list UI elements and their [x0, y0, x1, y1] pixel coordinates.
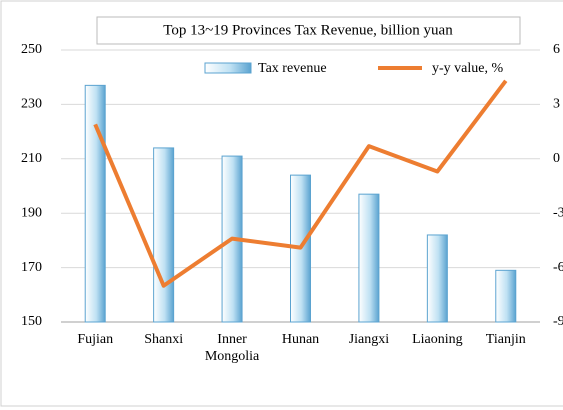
- x-tick-label: Fujian: [77, 332, 114, 347]
- y2-tick-label: 6: [553, 42, 560, 57]
- bar: [495, 269, 517, 323]
- line: [93, 79, 508, 288]
- x-tick-label: Jiangxi: [348, 332, 390, 347]
- y2-tick-label: -9: [553, 314, 563, 329]
- bar: [358, 193, 380, 323]
- x-tick-label: Liaoning: [412, 332, 463, 347]
- y2-tick-label: -6: [553, 260, 563, 275]
- y2-tick-label: -3: [553, 205, 563, 220]
- x-tick-label: Shanxi: [144, 332, 184, 347]
- legend-label: Tax revenue: [258, 61, 327, 76]
- x-tick-label: Inner Mongolia: [204, 332, 260, 364]
- legend-label: y-y value, %: [432, 61, 503, 76]
- y2-tick-label: 0: [553, 151, 560, 166]
- bar: [153, 147, 175, 323]
- y-tick-label: 210: [21, 151, 42, 166]
- y-tick-label: 230: [21, 97, 42, 112]
- y-tick-label: 170: [21, 260, 42, 275]
- x-tick-label: Tianjin: [485, 332, 526, 347]
- bar: [84, 84, 106, 323]
- y-tick-label: 150: [21, 314, 42, 329]
- y-tick-label: 250: [21, 42, 42, 57]
- y2-tick-label: 3: [553, 97, 560, 112]
- chart-title: Top 13~19 Provinces Tax Revenue, billion…: [163, 22, 453, 38]
- x-tick-label: Hunan: [281, 332, 320, 347]
- legend-swatch: [204, 62, 252, 74]
- y-tick-label: 190: [21, 205, 42, 220]
- bar: [426, 234, 448, 323]
- title-box: [96, 16, 521, 45]
